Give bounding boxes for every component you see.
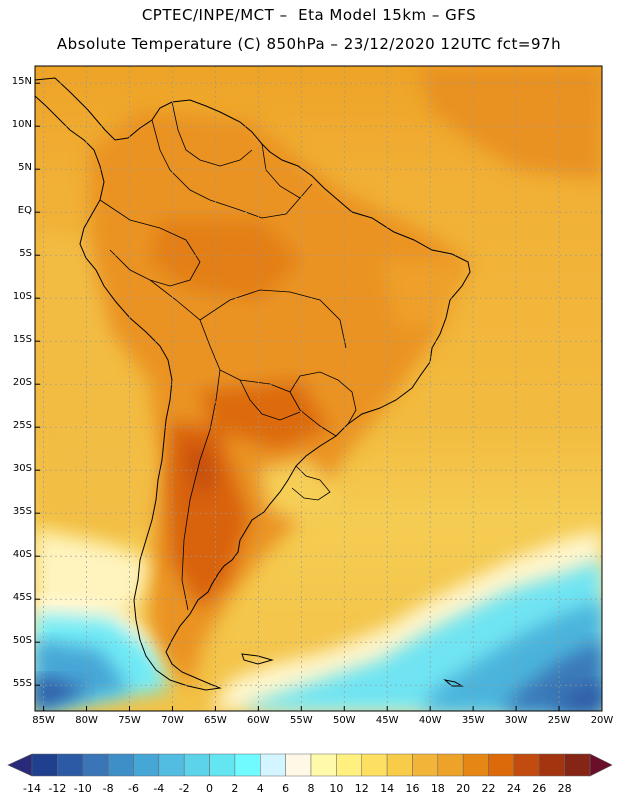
colorbar-swatch [336,753,362,777]
lat-tick-label: 30S [12,463,32,475]
lon-tick-label: 85W [32,715,55,726]
colorbar-swatch [234,753,261,777]
colorbar-swatch [31,753,58,777]
colorbar-swatch [437,753,464,777]
colorbar-label: 0 [206,782,214,795]
colorbar-swatch [539,753,565,777]
lat-tick-label: 45S [12,592,32,604]
lon-tick-label: 50W [332,715,356,726]
lon-tick-label: 70W [161,715,184,726]
lon-tick-label: 80W [75,715,98,726]
colorbar-swatch [260,753,286,777]
lat-tick-label: 40S [12,549,32,561]
colorbar-label: -8 [102,782,114,795]
colorbar-label: 18 [430,782,445,795]
colorbar-label: -2 [178,782,190,795]
lat-tick-label: 50S [12,635,32,647]
colorbar-label: 12 [354,782,369,795]
colorbar-label: 28 [557,782,572,795]
colorbar-label: 26 [532,782,547,795]
country-borders [99,101,357,611]
coastlines [34,77,471,691]
axis-ticks [35,82,603,711]
colorbar-label: 14 [380,782,395,795]
colorbar-swatch [310,753,337,777]
colorbar-label: 4 [256,782,264,795]
lat-tick-label: 10S [12,291,32,303]
colorbar-label: 24 [506,782,521,795]
colorbar-label: -14 [23,782,41,795]
lon-tick-label: 35W [461,715,485,726]
colorbar-label: 8 [307,782,315,795]
lon-tick-label: 40W [418,715,442,726]
temperature-field [35,66,602,711]
colorbar-swatch [412,753,439,777]
colorbar-label: -6 [127,782,139,795]
colorbar-label: 6 [282,782,290,795]
lat-tick-label: 20S [12,377,32,389]
colorbar-label: -4 [153,782,165,795]
colorbar-label: -10 [73,782,92,795]
lon-tick-label: 55W [290,715,313,726]
colorbar-label: 22 [481,782,496,795]
colorbar-swatch [361,753,388,777]
colorbar-under-arrow [7,753,33,777]
colorbar-swatch [462,753,489,777]
lon-tick-label: 60W [247,715,270,726]
lon-tick-label: 20W [590,715,614,726]
colorbar-swatch [158,753,185,777]
lat-tick-label: 10N [11,119,32,131]
colorbar-label: 2 [231,782,239,795]
colorbar-swatch [564,753,591,777]
colorbar-label: 10 [329,782,344,795]
chart-title-line1: CPTEC/INPE/MCT – Eta Model 15km – GFS [141,6,477,24]
lon-tick-label: 45W [375,715,399,726]
colorbar-label: -12 [48,782,67,795]
colorbar-swatch [488,753,515,777]
colorbar-swatch [82,753,109,777]
lon-tick-label: 30W [504,715,528,726]
colorbar-swatch [107,753,134,777]
colorbar-label: 20 [456,782,471,795]
colorbar-swatch [209,753,236,777]
lon-tick-label: 75W [118,715,141,726]
colorbar [7,753,613,777]
lat-tick-label: 15S [12,334,32,346]
colorbar-swatch [183,753,210,777]
colorbar-swatch [513,753,540,777]
colorbar-label: 16 [405,782,420,795]
lon-tick-label: 25W [547,715,571,726]
colorbar-swatch [57,753,83,777]
lat-tick-label: EQ [17,205,32,217]
map-frame [34,65,603,712]
chart-title-line2: Absolute Temperature (C) 850hPa – 23/12/… [56,35,562,53]
lon-tick-label: 65W [204,715,227,726]
lat-tick-label: 55S [12,678,32,690]
lat-tick-label: 15N [11,76,32,88]
colorbar-swatch [285,753,312,777]
colorbar-swatch [133,753,160,777]
lat-tick-label: 35S [12,506,32,518]
colorbar-swatch [386,753,413,777]
colorbar-over-arrow [589,753,613,777]
lat-tick-label: 5S [19,248,32,260]
lat-tick-label: 5N [18,162,32,174]
lat-tick-label: 25S [12,420,32,432]
